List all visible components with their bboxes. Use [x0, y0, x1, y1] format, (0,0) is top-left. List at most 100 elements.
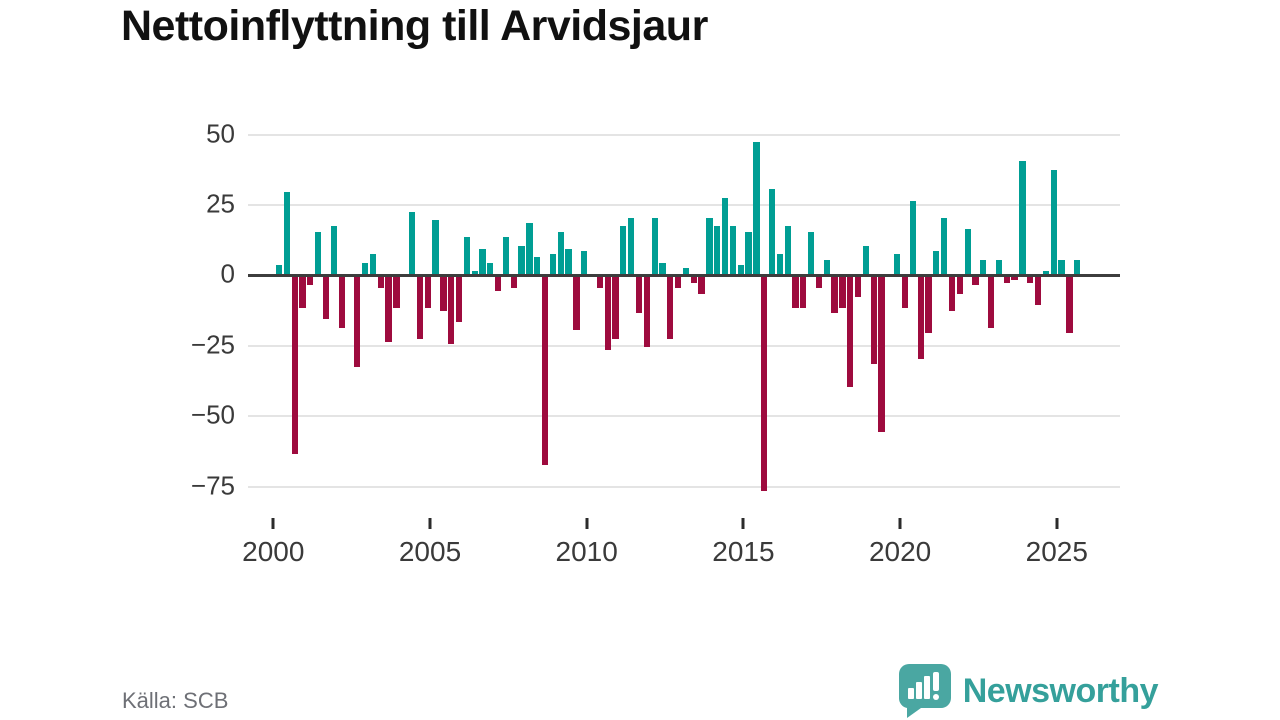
bar-2007q4 — [518, 245, 525, 274]
bar-2009q3 — [573, 276, 580, 331]
bar-2019q2 — [878, 276, 885, 432]
bar-2017q1 — [808, 231, 815, 274]
x-tick-label-2015: 2015 — [712, 536, 775, 567]
bar-2011q2 — [628, 217, 635, 274]
bar-2024q1 — [1027, 276, 1034, 283]
bar-2015q3 — [761, 276, 768, 491]
x-tick-label-2010: 2010 — [555, 536, 618, 567]
bar-2018q3 — [854, 276, 862, 297]
y-tick-label--25: −25 — [190, 329, 235, 360]
bar-2005q2 — [440, 276, 447, 311]
bar-2010q4 — [612, 276, 619, 339]
bar-2002q1 — [338, 276, 345, 328]
bar-2009q4 — [581, 251, 588, 274]
bar-2003q2 — [377, 276, 384, 289]
gridline-y25 — [248, 204, 1120, 207]
source-note: Källa: SCB — [122, 688, 229, 713]
bar-2019q1 — [870, 276, 877, 365]
bar-2018q2 — [847, 276, 854, 387]
bar-2012q3 — [667, 276, 674, 339]
bar-2000q4 — [299, 276, 306, 308]
bar-2023q4 — [1019, 161, 1026, 274]
bar-2021q4 — [956, 276, 963, 294]
bar-2002q3 — [354, 276, 361, 367]
bar-2016q2 — [784, 226, 791, 274]
brand-name: Newsworthy — [962, 671, 1159, 710]
bar-2024q3 — [1042, 271, 1050, 274]
bar-2010q3 — [604, 276, 611, 351]
bar-2016q1 — [776, 254, 783, 274]
bar-2022q3 — [980, 259, 987, 274]
chart-title: Nettoinflyttning till Arvidsjaur — [121, 2, 708, 50]
x-tick-label-2020: 2020 — [868, 536, 932, 567]
bar-2017q2 — [815, 276, 823, 289]
bar-2000q2 — [283, 192, 291, 274]
bar-2000q3 — [291, 276, 298, 455]
bar-2016q3 — [792, 276, 799, 308]
bar-2025q3 — [1074, 259, 1081, 274]
x-tick-label-2005: 2005 — [398, 536, 462, 567]
bar-2001q3 — [322, 276, 330, 320]
bar-chart-speech-bubble-icon — [898, 664, 951, 718]
bar-2003q3 — [385, 276, 392, 342]
bar-2017q4 — [831, 276, 838, 314]
bar-2011q1 — [620, 226, 627, 274]
bar-2020q3 — [917, 276, 924, 359]
bar-2007q3 — [510, 276, 517, 289]
bar-2005q1 — [432, 220, 439, 274]
x-tick-label-2025: 2025 — [1025, 536, 1088, 567]
bar-2012q2 — [659, 262, 666, 274]
bar-2002q4 — [361, 262, 369, 274]
bar-2003q4 — [393, 276, 400, 308]
bar-2008q2 — [534, 257, 541, 274]
gridline-y-75 — [248, 485, 1120, 488]
gridline-y-50 — [248, 415, 1120, 418]
bar-2015q1 — [745, 231, 752, 274]
bar-2023q3 — [1011, 276, 1018, 280]
bar-2025q2 — [1066, 276, 1073, 334]
bar-2020q4 — [925, 276, 932, 334]
bar-2024q2 — [1034, 276, 1042, 306]
bar-2018q1 — [839, 276, 846, 308]
bar-2014q4 — [737, 265, 744, 274]
bar-2021q2 — [941, 217, 948, 274]
bar-2005q4 — [455, 276, 463, 322]
zero-baseline — [248, 273, 1120, 277]
x-tick-mark-2015 — [741, 518, 745, 529]
x-tick-label-2000: 2000 — [242, 536, 305, 567]
gridline-y50 — [248, 133, 1120, 136]
bar-2000q1 — [275, 265, 283, 274]
bar-2022q2 — [972, 276, 979, 286]
bar-2005q3 — [448, 276, 455, 345]
bar-2019q4 — [894, 254, 901, 274]
bar-2013q2 — [690, 276, 697, 283]
y-tick-label-25: 25 — [206, 188, 235, 219]
plot-area — [248, 130, 1120, 520]
bar-2015q2 — [753, 141, 760, 274]
bar-2001q1 — [307, 276, 314, 286]
bar-2011q3 — [635, 276, 643, 314]
bar-2006q1 — [463, 237, 470, 274]
bar-2008q1 — [526, 223, 533, 274]
bar-2015q4 — [768, 189, 776, 274]
bar-2012q1 — [651, 217, 658, 274]
bar-2008q4 — [549, 254, 557, 274]
y-tick-label--50: −50 — [190, 399, 235, 430]
bar-2004q4 — [424, 276, 431, 308]
bar-2014q2 — [721, 197, 729, 274]
bar-2020q1 — [901, 276, 909, 308]
bar-2011q4 — [643, 276, 650, 348]
bar-2006q3 — [479, 248, 486, 274]
bar-2022q4 — [987, 276, 995, 328]
bar-2001q2 — [315, 231, 322, 274]
y-tick-label--75: −75 — [190, 469, 235, 500]
bar-2007q2 — [502, 237, 510, 274]
x-tick-mark-2010 — [585, 518, 589, 529]
bar-2009q1 — [557, 231, 564, 274]
x-tick-mark-2025 — [1055, 518, 1059, 529]
bar-2006q2 — [471, 271, 478, 274]
bar-2018q4 — [862, 245, 870, 274]
bar-2017q3 — [823, 259, 830, 274]
bar-2025q1 — [1058, 259, 1065, 274]
brand-logo: Newsworthy — [898, 664, 1159, 718]
